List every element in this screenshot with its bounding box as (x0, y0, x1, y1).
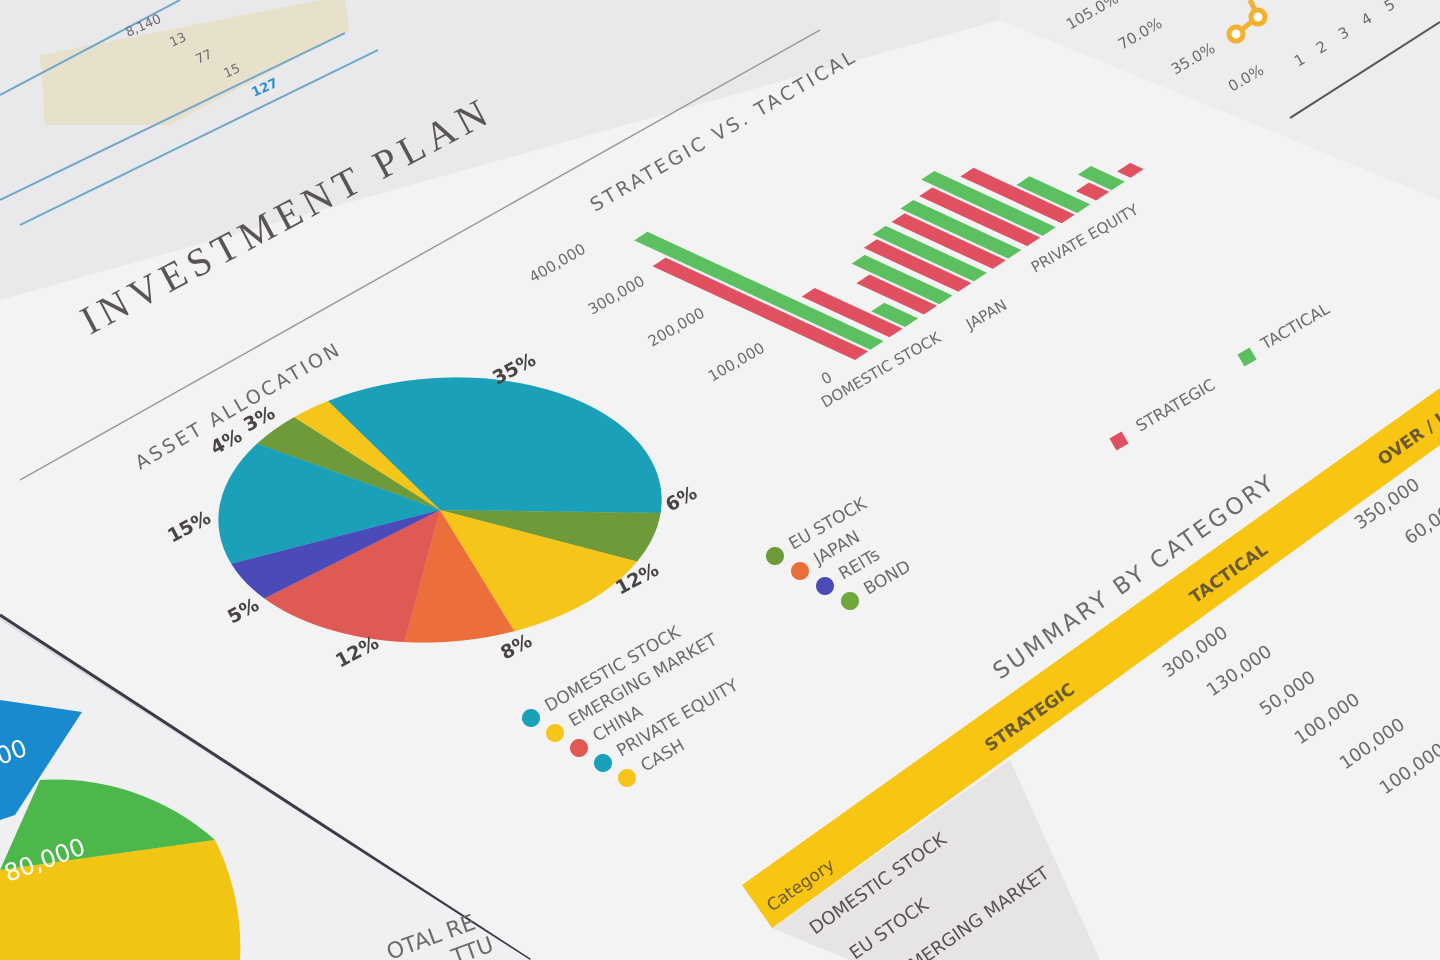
table-line (0, 0, 181, 96)
pie-slice (440, 510, 638, 632)
bar-strategic (891, 213, 1006, 269)
top-right-paper (1000, 0, 1440, 200)
bar-tactical (872, 225, 987, 282)
chart-axis (1289, 21, 1440, 119)
bar-strategic (863, 239, 972, 292)
pie-slice (231, 510, 440, 599)
pie-slice (218, 443, 440, 564)
bar-strategic (856, 274, 937, 315)
bar-tactical (634, 231, 884, 350)
pie-chart (218, 377, 662, 643)
pie-slice (257, 417, 440, 510)
legend-dot (594, 754, 612, 772)
legend-dot (570, 739, 588, 757)
table-line (19, 49, 379, 226)
bar-strategic (801, 287, 903, 338)
title-rule (19, 29, 821, 481)
legend-dot (766, 547, 784, 565)
pie-slice (440, 510, 661, 562)
bar-tactical (851, 254, 953, 305)
legend-swatch-strategic (1109, 431, 1129, 451)
pie-slice (404, 510, 515, 643)
pie-slice-blue (0, 700, 82, 820)
bar-strategic (1075, 182, 1110, 201)
legend-dot (618, 769, 636, 787)
bar-tactical (900, 199, 1022, 259)
pie-slice (327, 377, 662, 513)
bar-tactical (871, 302, 919, 327)
line-point (1226, 24, 1246, 44)
table-line (0, 32, 346, 201)
bar-strategic (1117, 162, 1144, 178)
legend-dot (522, 709, 540, 727)
table-value: 13 (168, 30, 189, 50)
bar-strategic (960, 167, 1075, 224)
legend-dot (546, 724, 564, 742)
pie-slice-green (0, 779, 215, 870)
legend-swatch-tactical (1237, 347, 1257, 367)
bar-chart (634, 162, 1144, 360)
bar-strategic (652, 257, 869, 360)
pie-slice (294, 401, 440, 510)
category-column (772, 760, 1100, 960)
bar-tactical (921, 170, 1056, 236)
table-value: 77 (194, 47, 215, 67)
legend-dot (841, 592, 859, 610)
bar-tactical (1016, 176, 1091, 214)
table-highlight (40, 0, 350, 125)
main-paper (0, 20, 1440, 960)
line-point (1248, 7, 1268, 27)
legend-dot (791, 562, 809, 580)
table-header-band (742, 388, 1440, 928)
paper-edge (0, 613, 531, 960)
table-value: 15 (222, 61, 243, 81)
bar-strategic (919, 187, 1041, 247)
pie-slice (264, 510, 440, 643)
bar-tactical (1077, 166, 1125, 191)
pie-slice-yellow (0, 840, 241, 960)
legend-dot (816, 577, 834, 595)
